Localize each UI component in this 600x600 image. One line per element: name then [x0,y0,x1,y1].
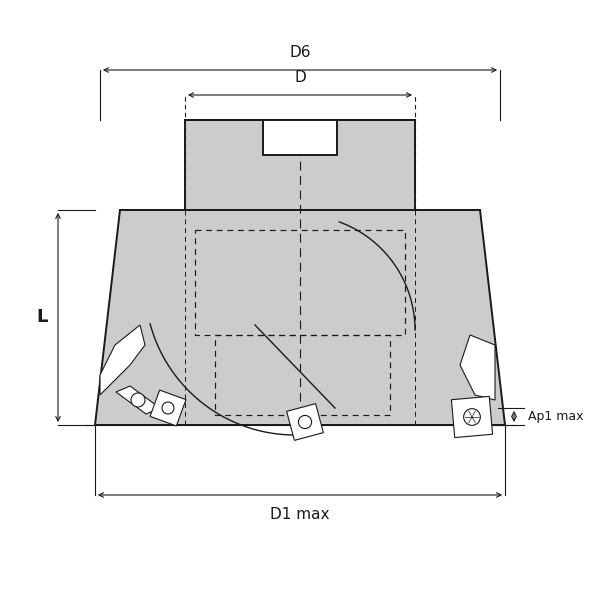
Circle shape [298,415,311,428]
Polygon shape [460,335,495,400]
Circle shape [131,393,145,407]
Polygon shape [95,210,505,425]
Circle shape [464,409,481,425]
Polygon shape [287,404,323,440]
Text: L: L [37,308,48,326]
Text: Ap1 max: Ap1 max [528,410,583,423]
Polygon shape [263,120,337,155]
Polygon shape [451,397,493,437]
Polygon shape [185,120,415,210]
Polygon shape [116,386,160,414]
Text: D1 max: D1 max [270,507,330,522]
Polygon shape [100,325,145,395]
Polygon shape [150,390,186,426]
Text: D: D [294,70,306,85]
Text: D6: D6 [289,45,311,60]
Circle shape [162,402,174,414]
